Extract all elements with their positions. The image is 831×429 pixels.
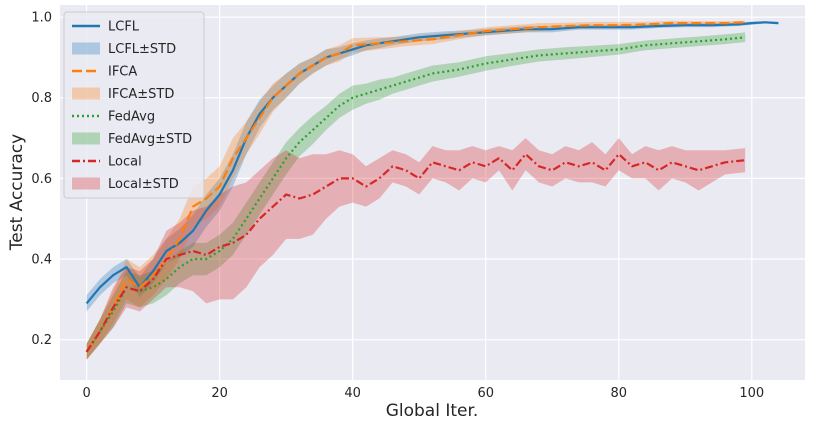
y-tick-label: 0.4 [31,253,52,268]
legend-label-fedavg-std: FedAvg±STD [108,132,192,147]
fedavg-line [85,36,746,353]
x-tick-label: 40 [344,386,361,401]
y-axis-label: Test Accuracy [7,134,27,252]
x-tick-label: 60 [477,386,494,401]
x-tick-label: 20 [211,386,228,401]
y-tick-label: 0.8 [31,91,52,106]
y-axis-ticks: 0.2 0.4 0.6 0.8 1.0 [31,11,52,349]
legend-label-fedavg: FedAvg [108,110,155,125]
local-std-band [86,138,746,360]
std-bands [86,20,779,360]
y-tick-label: 0.2 [31,333,52,348]
legend-swatch-fedavg-std [72,132,100,145]
x-tick-label: 0 [82,386,90,401]
legend-label-lcfl-std: LCFL±STD [108,42,176,57]
series-lines [85,21,779,353]
legend-label-local: Local [108,155,142,170]
x-axis-ticks: 0 20 40 60 80 100 [82,386,764,401]
legend-label-local-std: Local±STD [108,177,179,192]
legend-label-lcfl: LCFL [108,20,140,35]
x-axis-label: Global Iter. [386,401,479,421]
y-tick-label: 1.0 [31,11,52,26]
legend-swatch-local-std [72,177,100,190]
ifca-std-band [86,20,746,360]
legend-label-ifca: IFCA [108,65,137,80]
legend-label-ifca-std: IFCA±STD [108,87,174,102]
lcfl-line [85,21,779,305]
x-tick-label: 100 [739,386,764,401]
x-tick-label: 80 [610,386,627,401]
legend-swatch-lcfl-std [72,42,100,55]
y-tick-label: 0.6 [31,172,52,187]
local-line [85,153,746,353]
legend: LCFL LCFL±STD IFCA IFCA±STD FedAvg FedAvg±STD… [63,11,205,199]
legend-box [63,11,205,199]
legend-swatch-ifca-std [72,87,100,100]
